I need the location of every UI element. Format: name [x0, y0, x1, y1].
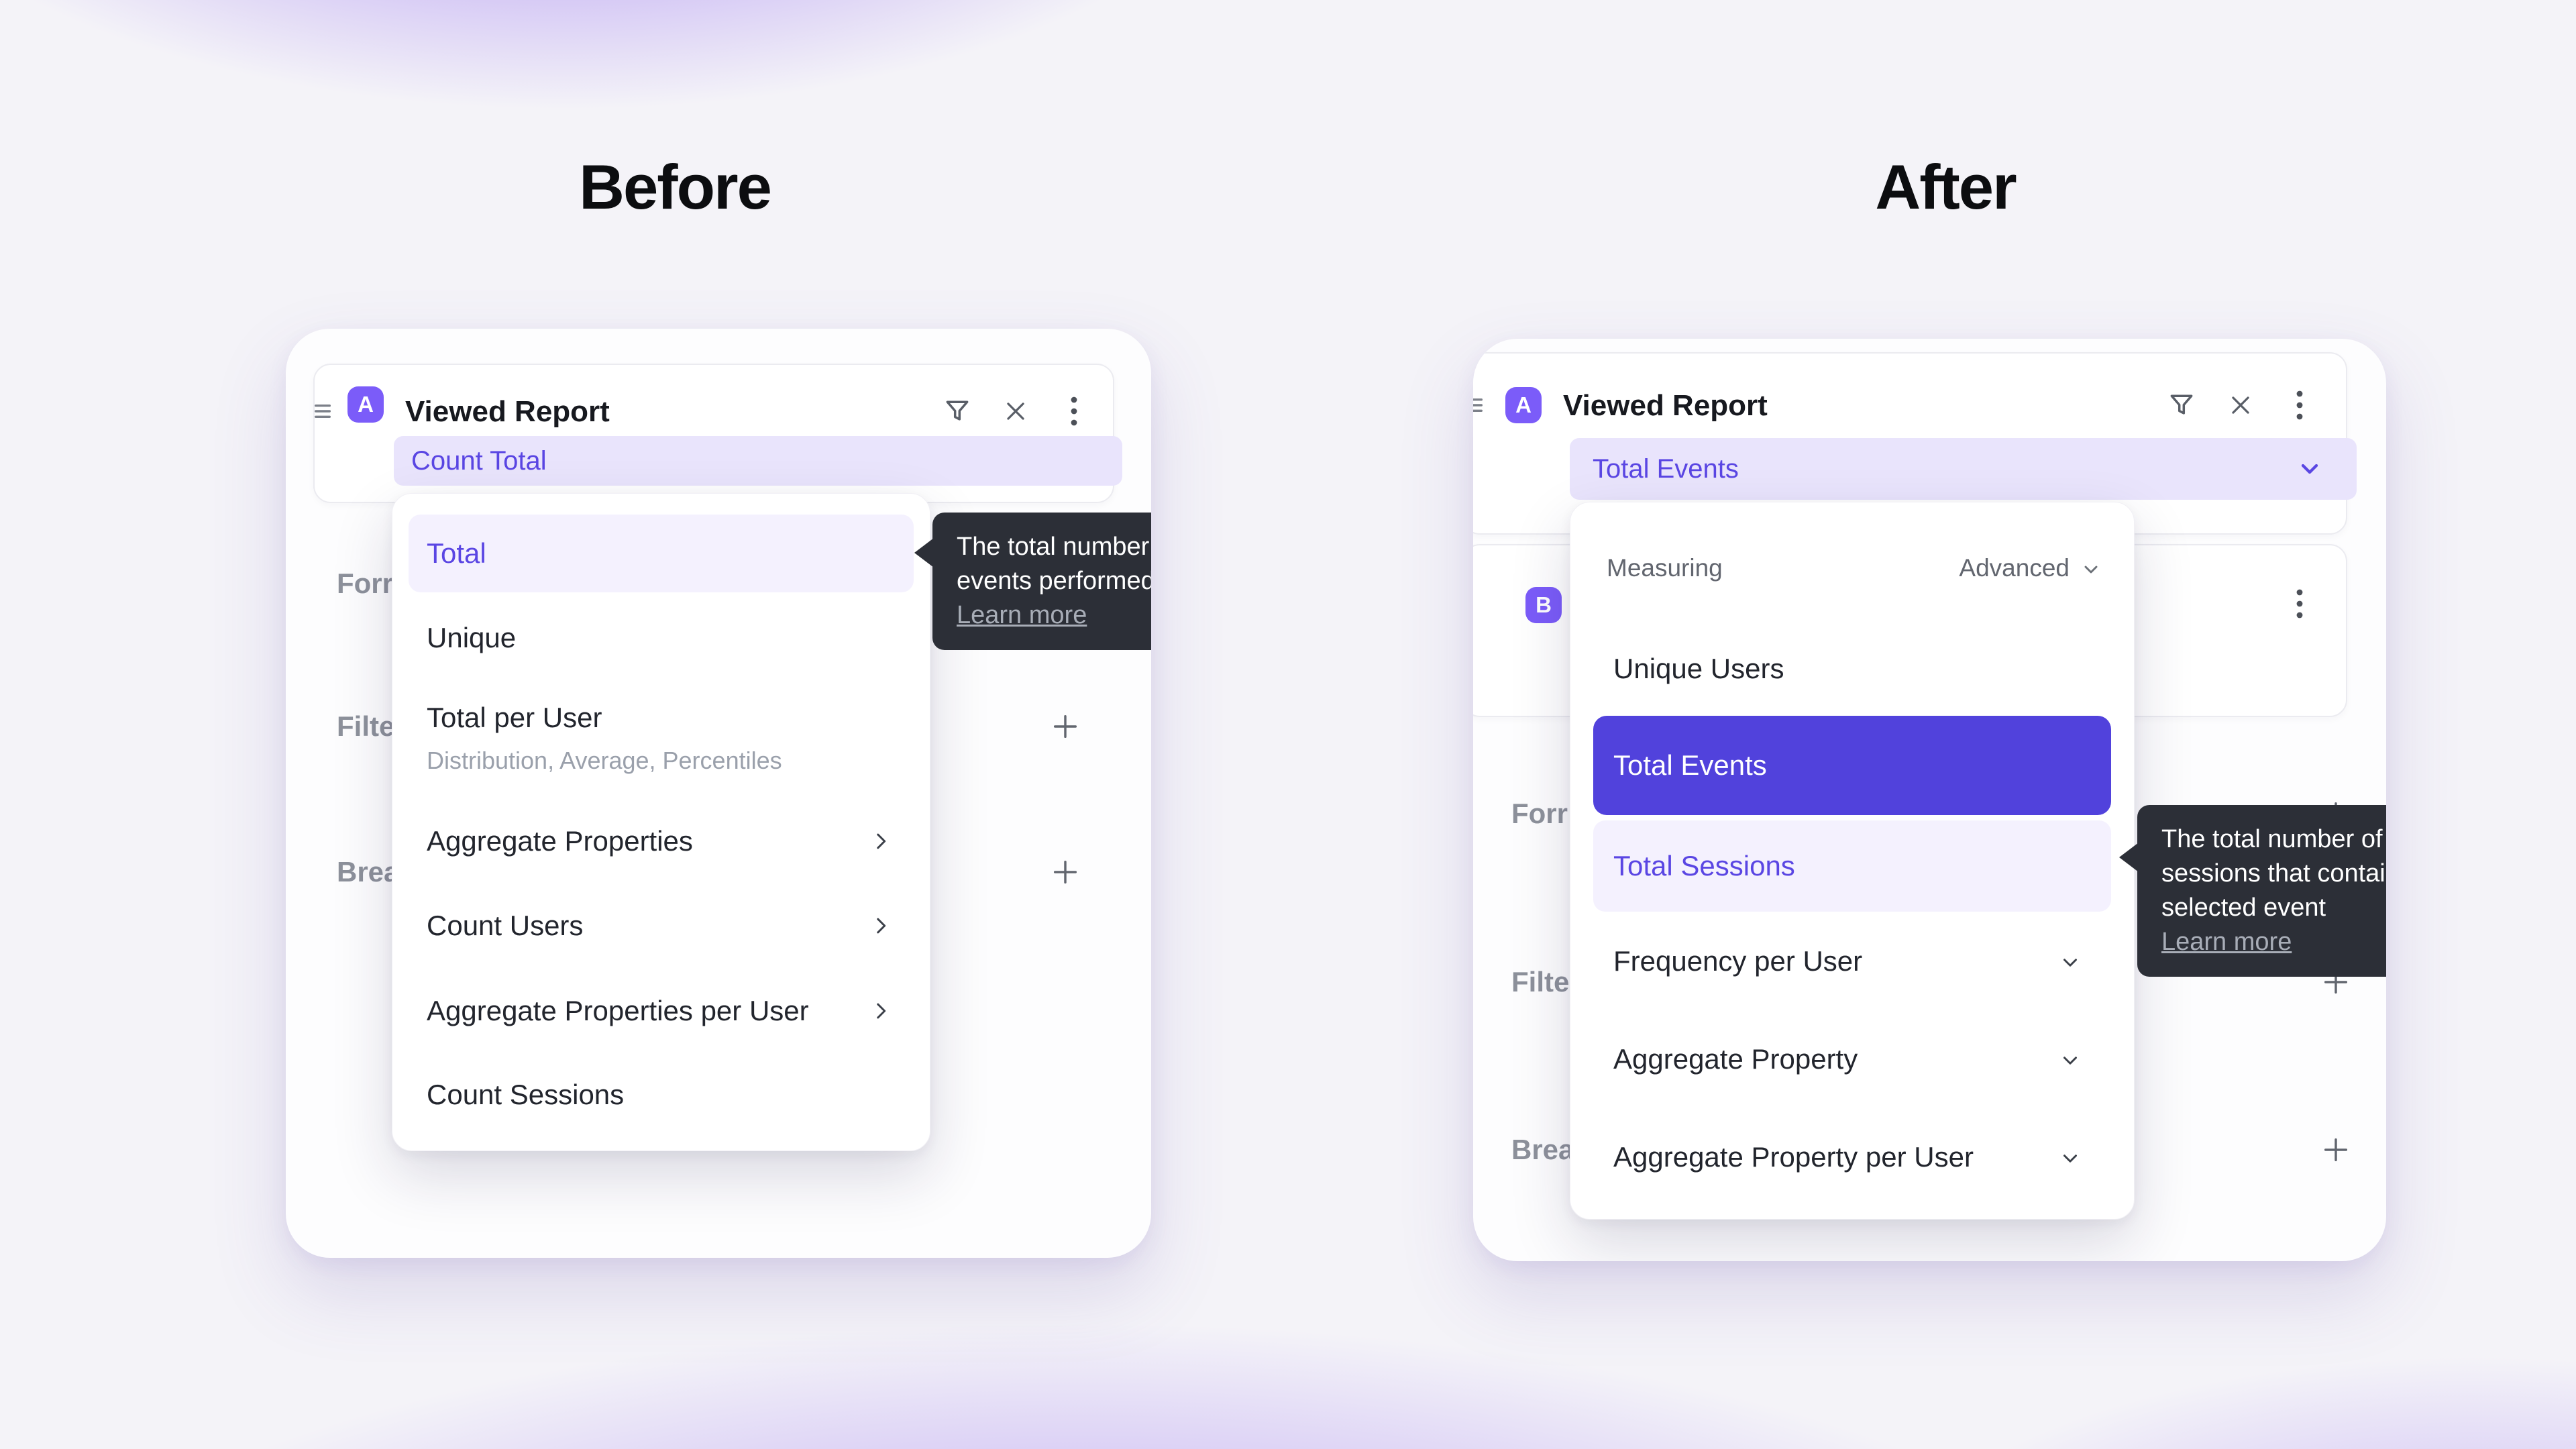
- plus-icon[interactable]: [1050, 857, 1081, 888]
- menu-item-aggregate-properties-per-user[interactable]: Aggregate Properties per User: [427, 995, 809, 1026]
- plus-icon[interactable]: [1050, 711, 1081, 742]
- before-panel-container: A Viewed Report Count Total Forr Filte B…: [286, 329, 1151, 1258]
- tooltip-line: The total number of: [2161, 825, 2383, 853]
- panel-item-frequency-per-user[interactable]: Frequency per User: [1613, 945, 1863, 977]
- kebab-menu-icon[interactable]: [1070, 396, 1078, 427]
- before-heading: Before: [579, 152, 772, 222]
- learn-more-link[interactable]: Learn more: [2161, 928, 2292, 956]
- kebab-menu-icon[interactable]: [2296, 588, 2304, 619]
- filter-icon[interactable]: [943, 396, 972, 426]
- chevron-down-icon[interactable]: [2080, 559, 2102, 580]
- menu-item-count-sessions[interactable]: Count Sessions: [427, 1079, 625, 1110]
- event-card-title: Viewed Report: [405, 395, 610, 428]
- row-label-breakdown: Brea: [337, 856, 400, 888]
- menu-item-aggregate-properties[interactable]: Aggregate Properties: [427, 825, 693, 857]
- advanced-dropdown[interactable]: Advanced: [1959, 554, 2070, 582]
- filter-icon[interactable]: [2167, 390, 2196, 420]
- menu-item-total-label[interactable]: Total: [427, 537, 486, 569]
- panel-item-total-sessions[interactable]: [1593, 820, 2111, 912]
- menu-item-total-per-user-subtitle: Distribution, Average, Percentiles: [427, 747, 782, 774]
- event-card-title: Viewed Report: [1563, 389, 1768, 422]
- row-label-formula: Forr: [1511, 798, 1568, 829]
- row-label-formula: Forr: [337, 568, 393, 599]
- row-label-filter: Filte: [1511, 966, 1570, 998]
- kebab-menu-icon[interactable]: [2296, 390, 2304, 421]
- plus-icon[interactable]: [2320, 1134, 2351, 1165]
- measuring-dropdown-panel: Measuring Advanced Unique Users Total Ev…: [1570, 502, 2135, 1220]
- chevron-right-icon: [869, 914, 892, 937]
- metric-select-value: Total Events: [1593, 453, 1739, 484]
- chevron-down-icon: [2296, 455, 2323, 482]
- tooltip-line: selected event: [2161, 894, 2326, 922]
- menu-item-total[interactable]: [409, 515, 914, 592]
- drag-handle-icon[interactable]: [1473, 397, 1484, 413]
- tooltip-line: sessions that contain: [2161, 859, 2386, 888]
- after-heading: After: [1875, 152, 2017, 222]
- chevron-down-icon: [2059, 1147, 2082, 1170]
- metric-select[interactable]: Total Events: [1570, 438, 2357, 500]
- event-badge-b: B: [1525, 587, 1562, 623]
- tooltip-arrow: [914, 538, 934, 568]
- chevron-down-icon: [2059, 1049, 2082, 1072]
- row-label-breakdown: Brea: [1511, 1134, 1574, 1165]
- metric-select[interactable]: Count Total: [394, 436, 1122, 486]
- panel-item-unique-users[interactable]: Unique Users: [1613, 653, 1784, 684]
- tooltip-line: events performed: [957, 567, 1151, 595]
- total-tooltip: The total number of events performed Lea…: [914, 513, 1151, 650]
- chevron-down-icon: [2059, 951, 2082, 974]
- row-label-filter: Filte: [337, 710, 395, 742]
- event-badge-a: A: [347, 386, 384, 423]
- chevron-right-icon: [869, 830, 892, 853]
- total-sessions-tooltip: The total number of sessions that contai…: [2119, 805, 2386, 977]
- after-panel-container: A Viewed Report Total Events B Forr Filt…: [1473, 339, 2386, 1261]
- panel-item-aggregate-property[interactable]: Aggregate Property: [1613, 1043, 1858, 1075]
- learn-more-link[interactable]: Learn more: [957, 601, 1087, 629]
- measure-dropdown-menu: Total Unique Total per User Distribution…: [392, 493, 930, 1151]
- tooltip-line: The total number of: [957, 533, 1151, 561]
- chevron-right-icon: [869, 1000, 892, 1022]
- panel-item-total-events-label[interactable]: Total Events: [1613, 749, 1767, 781]
- tooltip-arrow: [2119, 843, 2139, 872]
- panel-item-aggregate-property-per-user[interactable]: Aggregate Property per User: [1613, 1141, 1974, 1173]
- panel-item-total-events[interactable]: [1593, 716, 2111, 815]
- event-badge-a: A: [1505, 387, 1542, 423]
- measuring-label: Measuring: [1607, 554, 1723, 582]
- panel-item-total-sessions-label[interactable]: Total Sessions: [1613, 850, 1795, 881]
- metric-select-value: Count Total: [411, 445, 547, 476]
- menu-item-unique[interactable]: Unique: [427, 622, 517, 653]
- menu-item-count-users[interactable]: Count Users: [427, 910, 584, 941]
- drag-handle-icon[interactable]: [313, 403, 332, 419]
- close-icon[interactable]: [2228, 392, 2253, 418]
- close-icon[interactable]: [1003, 398, 1028, 424]
- menu-item-total-per-user[interactable]: Total per User: [427, 702, 602, 733]
